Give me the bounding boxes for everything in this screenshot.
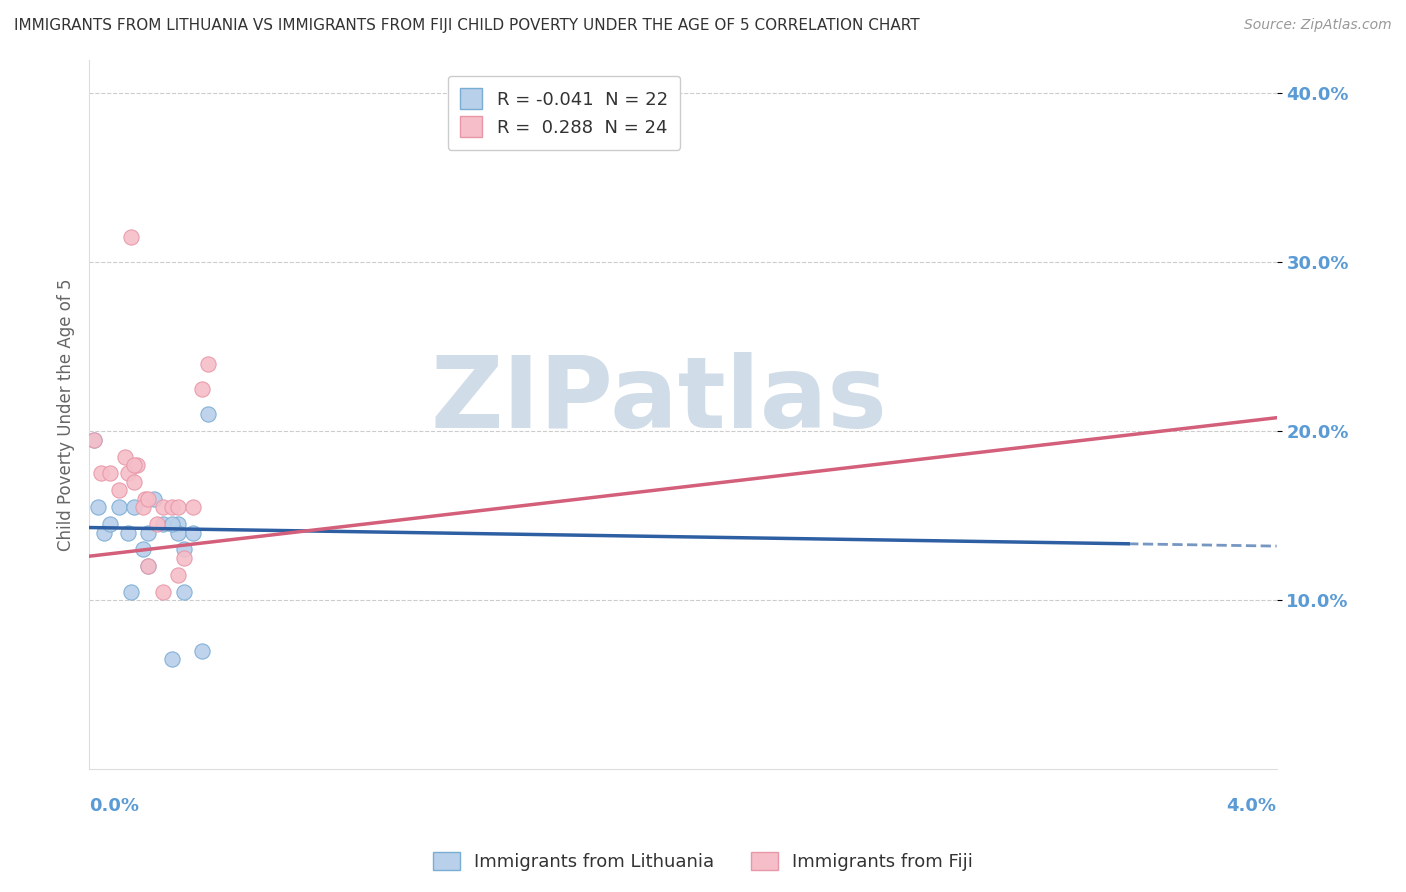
Point <box>167 525 190 540</box>
Point <box>152 500 174 515</box>
Point <box>131 500 153 515</box>
Point <box>87 500 110 515</box>
Point <box>107 500 129 515</box>
Point <box>120 584 142 599</box>
Point <box>167 567 190 582</box>
Point <box>90 467 112 481</box>
Point <box>114 450 136 464</box>
Point <box>138 559 160 574</box>
Legend: Immigrants from Lithuania, Immigrants from Fiji: Immigrants from Lithuania, Immigrants fr… <box>426 845 980 879</box>
Text: 4.0%: 4.0% <box>1226 797 1277 815</box>
Point <box>134 491 156 506</box>
Point <box>197 408 219 422</box>
Point <box>122 458 145 472</box>
Point <box>117 525 139 540</box>
Point <box>120 230 142 244</box>
Point <box>191 382 214 396</box>
Text: 0.0%: 0.0% <box>89 797 139 815</box>
Point <box>122 475 145 489</box>
Point <box>173 584 195 599</box>
Point <box>160 517 183 532</box>
Point <box>107 483 129 498</box>
Point <box>93 525 115 540</box>
Point <box>197 357 219 371</box>
Text: ZIPatlas: ZIPatlas <box>430 351 887 449</box>
Point <box>138 559 160 574</box>
Point <box>138 491 160 506</box>
Point <box>117 467 139 481</box>
Point <box>167 517 190 532</box>
Point <box>152 584 174 599</box>
Text: Source: ZipAtlas.com: Source: ZipAtlas.com <box>1244 18 1392 32</box>
Legend: R = -0.041  N = 22, R =  0.288  N = 24: R = -0.041 N = 22, R = 0.288 N = 24 <box>449 76 681 150</box>
Point <box>160 500 183 515</box>
Point <box>167 500 190 515</box>
Point <box>191 644 214 658</box>
Point <box>122 500 145 515</box>
Point <box>131 542 153 557</box>
Point <box>181 525 204 540</box>
Point <box>138 525 160 540</box>
Point <box>160 652 183 666</box>
Point <box>173 550 195 565</box>
Point <box>152 517 174 532</box>
Point <box>83 433 105 447</box>
Point <box>173 542 195 557</box>
Point <box>125 458 148 472</box>
Point <box>146 517 169 532</box>
Point <box>181 500 204 515</box>
Point <box>143 491 166 506</box>
Point <box>98 467 121 481</box>
Y-axis label: Child Poverty Under the Age of 5: Child Poverty Under the Age of 5 <box>58 278 75 550</box>
Text: IMMIGRANTS FROM LITHUANIA VS IMMIGRANTS FROM FIJI CHILD POVERTY UNDER THE AGE OF: IMMIGRANTS FROM LITHUANIA VS IMMIGRANTS … <box>14 18 920 33</box>
Point <box>83 433 105 447</box>
Point <box>98 517 121 532</box>
